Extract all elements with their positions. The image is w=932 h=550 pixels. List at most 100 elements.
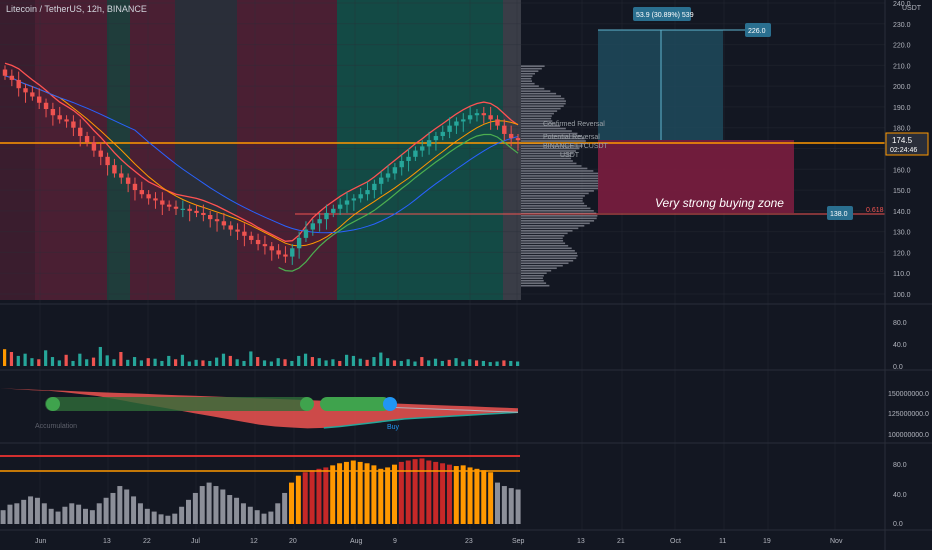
candle-body (276, 250, 281, 255)
volume-bar (64, 354, 68, 366)
oscillator-bar (41, 503, 47, 524)
profile-bar (521, 264, 563, 267)
oscillator-bar (440, 463, 446, 524)
profile-bar (521, 232, 568, 235)
profile-bar (521, 165, 582, 167)
oscillator-bar (453, 466, 459, 524)
target-callout[interactable]: 53.9 (30.89%) 539 (633, 7, 694, 21)
flow-tick-label: 150000000.0 (888, 391, 929, 398)
oscillator-bar (474, 468, 480, 524)
oscillator-bar (137, 503, 143, 524)
profile-bar (521, 65, 545, 67)
time-tick-label: 13 (103, 538, 111, 545)
candle-body (132, 183, 138, 191)
volume-bar (23, 353, 27, 366)
oscillator-bar (268, 511, 274, 524)
profile-bar (521, 125, 561, 127)
candle-body (235, 229, 240, 232)
oscillator-bar (364, 463, 370, 524)
time-axis[interactable]: Jun 13 22 Jul 12 20 Aug 9 23 Sep 13 21 Oct 11 19 Nov (35, 538, 843, 545)
oscillator-bar (234, 497, 240, 524)
candle-body (2, 69, 8, 76)
target-price-badge[interactable]: 226.0 (745, 23, 771, 37)
volume-bar (317, 358, 321, 366)
profile-bar (521, 102, 566, 105)
volume-bar (153, 358, 157, 366)
volume-bar (119, 352, 123, 366)
volume-bar (16, 355, 20, 366)
volume-bar (180, 354, 185, 366)
candle-body (440, 131, 445, 137)
current-price-badge[interactable]: 174.5 02:24:46 (885, 132, 929, 156)
candle-body (146, 194, 151, 199)
oscillator-bar (199, 486, 205, 524)
profile-bar (521, 97, 565, 100)
volume-bar (71, 360, 75, 366)
volume-bar (474, 360, 479, 366)
profile-bar (521, 197, 583, 200)
oscillator-bar (261, 513, 267, 524)
volume-bar (290, 360, 294, 366)
oscillator-bar (316, 468, 322, 524)
profile-bar (521, 282, 547, 284)
profile-bar (521, 70, 539, 72)
oscillator-bar (460, 465, 466, 524)
target-price-text: 226.0 (748, 28, 766, 35)
support-price-badge[interactable]: 138.0 (827, 206, 853, 220)
price-axis[interactable]: 240.0230.0220.0210.0200.0190.0180.0170.0… (893, 1, 911, 299)
volume-axis: 80.0 40.0 0.0 (893, 320, 907, 371)
candle-body (296, 237, 302, 249)
volume-bar (427, 360, 431, 366)
oscillator-bar (275, 503, 281, 524)
volume-bar (132, 357, 137, 366)
profile-bar (521, 242, 566, 245)
candle-body (481, 113, 486, 116)
profile-bar (521, 175, 599, 177)
profile-bar (521, 185, 599, 187)
session-bands (0, 0, 521, 300)
profile-bar (521, 269, 552, 272)
oscillator-bar (227, 495, 233, 524)
profile-bar (521, 172, 599, 175)
buying-zone-label: Very strong buying zone (655, 196, 784, 210)
profile-bar (521, 77, 532, 80)
volume-bar (454, 358, 458, 366)
volume-bar (386, 358, 390, 366)
candle-body (201, 212, 206, 216)
volume-bar (509, 360, 513, 366)
volume-bar (160, 360, 164, 366)
profile-bar (521, 187, 599, 190)
profile-bar (521, 122, 556, 125)
profile-currency-label: USDT (560, 152, 580, 159)
candle-body (392, 167, 398, 174)
osc-tick-label: 40.0 (893, 492, 907, 499)
oscillator-bar (343, 461, 349, 524)
confirmed-reversal-label: Confirmed Reversal (543, 121, 605, 128)
oscillator-bar (488, 472, 494, 524)
profile-bar (521, 220, 595, 222)
volume-bar (406, 359, 410, 366)
oscillator-bar (62, 506, 68, 524)
oscillator-bar (398, 461, 404, 524)
candle-body (173, 206, 179, 209)
oscillator-bar (247, 506, 253, 524)
profile-bar (521, 235, 565, 237)
volume-bar (372, 357, 376, 366)
oscillator-bar (83, 508, 88, 524)
oscillator-bar (96, 503, 102, 524)
profile-bar (521, 259, 574, 262)
grid-lines (0, 0, 885, 530)
profile-bar (521, 215, 598, 217)
candle-body (310, 223, 315, 230)
flow-axis: 150000000.0 125000000.0 100000000.0 (888, 391, 929, 439)
oscillator-bar (295, 475, 301, 524)
oscillator-bar (357, 461, 363, 524)
volume-bar (310, 357, 314, 366)
price-tick-label: 100.0 (893, 292, 911, 299)
buying-zone-box[interactable] (598, 140, 794, 213)
volume-bar (358, 358, 362, 366)
oscillator-bar (254, 510, 260, 524)
profile-bar (521, 100, 566, 102)
oscillator-bar (515, 489, 521, 524)
